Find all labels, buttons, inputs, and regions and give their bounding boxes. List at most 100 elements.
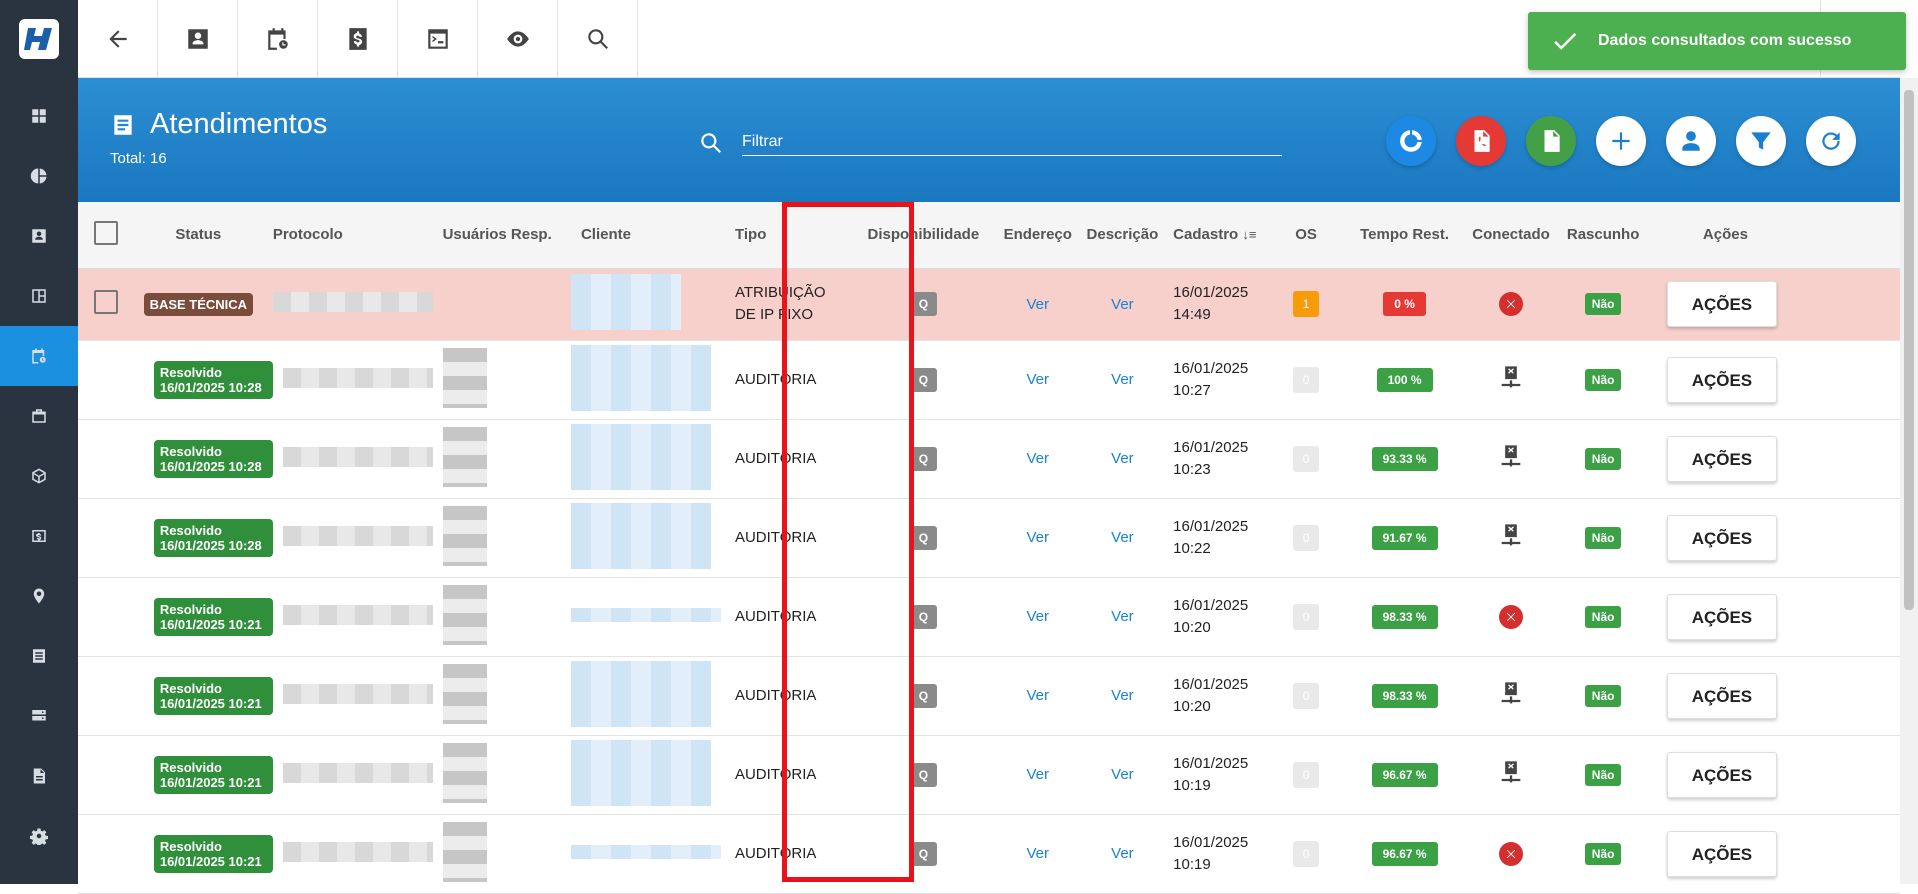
descricao-link[interactable]: Ver xyxy=(1111,295,1134,313)
scrollbar-thumb[interactable] xyxy=(1904,90,1914,610)
col-endereco[interactable]: Endereço xyxy=(1003,226,1072,244)
disponibilidade-badge[interactable]: Q xyxy=(909,525,938,550)
search-button[interactable] xyxy=(558,0,638,78)
os-count[interactable]: 0 xyxy=(1293,366,1320,393)
col-acoes[interactable]: Ações xyxy=(1702,226,1748,244)
os-count[interactable]: 0 xyxy=(1293,524,1320,551)
descricao-link[interactable]: Ver xyxy=(1111,450,1134,467)
table-row[interactable]: Resolvido 16/01/2025 10:21 AUDITORIA Q Ver V… xyxy=(78,577,1900,657)
schedule-button[interactable] xyxy=(238,0,318,78)
user-button[interactable] xyxy=(1666,116,1716,166)
col-disponibilidade[interactable]: Disponibilidade xyxy=(867,226,980,244)
row-checkbox[interactable] xyxy=(94,290,118,314)
table-row[interactable]: Resolvido 16/01/2025 10:21 AUDITORIA Q Ver V… xyxy=(78,814,1900,894)
status-badge: BASE TÉCNICA xyxy=(143,292,254,316)
sidebar-item-board[interactable] xyxy=(0,266,78,326)
table-row[interactable]: Resolvido 16/01/2025 10:28 AUDITORIA Q Ver V… xyxy=(78,419,1900,499)
disponibilidade-badge[interactable]: Q xyxy=(909,841,938,866)
col-status[interactable]: Status xyxy=(175,226,222,244)
terminal-button[interactable] xyxy=(398,0,478,78)
chart-button[interactable] xyxy=(1386,116,1436,166)
endereco-link[interactable]: Ver xyxy=(1026,529,1050,546)
finance-button[interactable] xyxy=(318,0,398,78)
filter-area: Filtrar xyxy=(698,130,1282,156)
os-count[interactable]: 1 xyxy=(1293,291,1320,317)
acoes-button[interactable]: AÇÕES xyxy=(1666,514,1777,561)
sidebar-item-reports[interactable] xyxy=(0,146,78,206)
donut-chart-icon xyxy=(1400,130,1422,152)
app-logo[interactable] xyxy=(0,0,78,78)
col-descricao[interactable]: Descrição xyxy=(1086,226,1159,244)
disponibilidade-badge[interactable]: Q xyxy=(909,367,938,392)
descricao-link[interactable]: Ver xyxy=(1111,371,1134,388)
sidebar-item-agenda[interactable] xyxy=(0,386,78,446)
disponibilidade-badge[interactable]: Q xyxy=(909,446,938,471)
filter-button[interactable] xyxy=(1736,116,1786,166)
col-rascunho[interactable]: Rascunho xyxy=(1566,226,1640,244)
table-row[interactable]: Resolvido 16/01/2025 10:21 AUDITORIA Q Ver V… xyxy=(78,735,1900,815)
descricao-link[interactable]: Ver xyxy=(1111,687,1134,704)
acoes-button[interactable]: AÇÕES xyxy=(1666,751,1777,798)
col-tempo[interactable]: Tempo Rest. xyxy=(1360,226,1450,244)
disponibilidade-badge[interactable]: Q xyxy=(909,762,938,787)
acoes-button[interactable]: AÇÕES xyxy=(1666,435,1777,482)
descricao-link[interactable]: Ver xyxy=(1111,608,1134,625)
sidebar-item-servidores[interactable] xyxy=(0,686,78,746)
disponibilidade-badge[interactable]: Q xyxy=(909,683,938,708)
table-row[interactable]: Resolvido 16/01/2025 10:28 AUDITORIA Q Ver V… xyxy=(78,340,1900,420)
endereco-link[interactable]: Ver xyxy=(1026,608,1050,625)
acoes-button[interactable]: AÇÕES xyxy=(1666,672,1777,719)
os-count[interactable]: 0 xyxy=(1293,603,1320,630)
cadastro-date: 16/01/2025 xyxy=(1173,675,1249,693)
disponibilidade-badge[interactable]: Q xyxy=(909,604,938,629)
sidebar-item-lista[interactable] xyxy=(0,626,78,686)
sidebar-item-documentos[interactable] xyxy=(0,746,78,806)
sidebar-item-mapa[interactable] xyxy=(0,566,78,626)
table-row[interactable]: BASE TÉCNICA ATRIBUIÇÃO DE IP FIXO Q Ver Ver… xyxy=(78,268,1900,341)
col-tipo[interactable]: Tipo xyxy=(734,226,767,244)
back-button[interactable] xyxy=(78,0,158,78)
export-pdf-button[interactable] xyxy=(1456,116,1506,166)
endereco-link[interactable]: Ver xyxy=(1026,766,1050,783)
view-button[interactable] xyxy=(478,0,558,78)
os-count[interactable]: 0 xyxy=(1293,682,1320,709)
acoes-button[interactable]: AÇÕES xyxy=(1666,281,1777,327)
sidebar-item-estoque[interactable] xyxy=(0,446,78,506)
os-count[interactable]: 0 xyxy=(1293,761,1320,788)
tempo-restante: 98.33 % xyxy=(1371,683,1438,708)
col-protocolo[interactable]: Protocolo xyxy=(272,226,343,244)
endereco-link[interactable]: Ver xyxy=(1026,295,1050,313)
os-count[interactable]: 0 xyxy=(1293,445,1320,472)
col-cliente[interactable]: Cliente xyxy=(580,226,631,244)
col-usuarios[interactable]: Usuários Resp. xyxy=(442,226,552,244)
clients-button[interactable] xyxy=(158,0,238,78)
col-conectado[interactable]: Conectado xyxy=(1472,226,1550,244)
endereco-link[interactable]: Ver xyxy=(1026,450,1050,467)
descricao-link[interactable]: Ver xyxy=(1111,766,1134,783)
add-button[interactable] xyxy=(1596,116,1646,166)
endereco-link[interactable]: Ver xyxy=(1026,845,1050,862)
export-excel-button[interactable] xyxy=(1526,116,1576,166)
sidebar-item-config[interactable] xyxy=(0,806,78,866)
select-all-checkbox[interactable] xyxy=(94,220,118,245)
descricao-link[interactable]: Ver xyxy=(1111,845,1134,862)
col-cadastro[interactable]: Cadastro ↓≡ xyxy=(1167,202,1267,268)
vertical-scrollbar[interactable] xyxy=(1900,78,1918,884)
table-row[interactable]: Resolvido 16/01/2025 10:21 AUDITORIA Q Ver V… xyxy=(78,656,1900,736)
sidebar-item-clients[interactable] xyxy=(0,206,78,266)
sidebar-item-financeiro[interactable] xyxy=(0,506,78,566)
filter-input[interactable]: Filtrar xyxy=(742,133,1282,156)
descricao-link[interactable]: Ver xyxy=(1111,529,1134,546)
disponibilidade-badge[interactable]: Q xyxy=(909,292,938,316)
table-row[interactable]: Resolvido 16/01/2025 10:28 AUDITORIA Q Ver V… xyxy=(78,498,1900,578)
col-os[interactable]: OS xyxy=(1295,226,1317,244)
sidebar-item-dashboard[interactable] xyxy=(0,86,78,146)
endereco-link[interactable]: Ver xyxy=(1026,687,1050,704)
endereco-link[interactable]: Ver xyxy=(1026,371,1050,388)
acoes-button[interactable]: AÇÕES xyxy=(1666,356,1777,403)
acoes-button[interactable]: AÇÕES xyxy=(1666,593,1777,640)
os-count[interactable]: 0 xyxy=(1293,840,1320,867)
refresh-button[interactable] xyxy=(1806,116,1856,166)
acoes-button[interactable]: AÇÕES xyxy=(1666,830,1777,877)
sidebar-item-atendimentos[interactable] xyxy=(0,326,78,386)
